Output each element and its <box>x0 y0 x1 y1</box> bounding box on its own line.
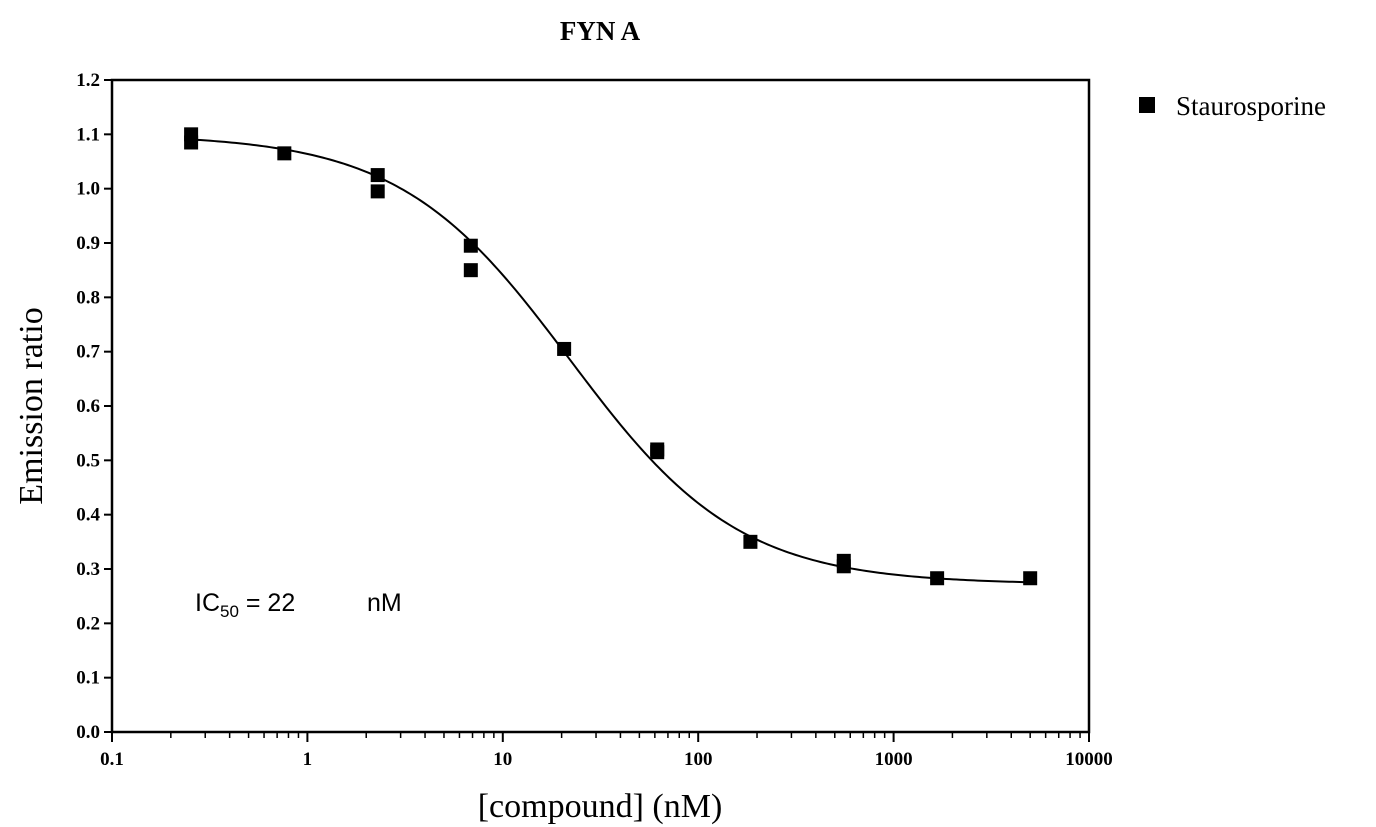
y-tick-label: 0.4 <box>76 505 100 526</box>
legend: Staurosporine <box>1139 91 1326 121</box>
data-point <box>370 184 385 199</box>
x-tick-label: 10000 <box>1065 749 1113 770</box>
y-axis-label: Emission ratio <box>13 307 50 504</box>
y-tick-label: 1.0 <box>76 179 100 200</box>
data-point <box>370 168 385 183</box>
y-tick-label: 0.1 <box>76 668 100 689</box>
legend-label: Staurosporine <box>1176 91 1326 121</box>
y-tick-label: 0.9 <box>76 233 100 254</box>
y-tick-label: 0.5 <box>76 450 100 471</box>
ic50-value: = 22 <box>239 589 295 617</box>
ic50-prefix: IC <box>195 589 220 617</box>
ic50-unit: nM <box>367 589 402 617</box>
x-tick-label: 1 <box>303 749 313 770</box>
plot-frame <box>110 78 1091 734</box>
y-tick-label: 0.2 <box>76 613 100 634</box>
data-point <box>463 238 478 253</box>
x-tick-label: 100 <box>684 749 713 770</box>
x-tick-label: 10 <box>493 749 512 770</box>
data-point <box>277 146 292 161</box>
data-point <box>1023 571 1038 586</box>
data-point <box>836 559 851 574</box>
y-axis-ticks: 0.0 0.1 0.2 0.3 0.4 0.5 0.6 0.7 0.8 0.9 1.0 1.1 1.2 <box>76 70 112 743</box>
y-tick-label: 0.0 <box>76 722 100 743</box>
ic50-subscript: 50 <box>220 602 239 621</box>
y-tick-label: 0.3 <box>76 559 100 580</box>
ic50-annotation: IC50 = 22 <box>195 589 295 621</box>
data-point <box>184 135 199 150</box>
data-points <box>184 127 1038 586</box>
x-axis-label: [compound] (nM) <box>478 788 723 825</box>
x-tick-label: 0.1 <box>100 749 124 770</box>
data-point <box>930 571 945 586</box>
x-axis-ticks: 0.1 1 10 100 1000 10000 <box>100 732 1113 770</box>
legend-marker <box>1139 97 1155 113</box>
data-point <box>557 341 572 356</box>
chart-title: FYN A <box>560 16 641 46</box>
data-point <box>650 445 665 460</box>
y-tick-label: 0.8 <box>76 287 100 308</box>
y-tick-label: 1.2 <box>76 70 100 91</box>
x-tick-label: 1000 <box>875 749 913 770</box>
y-tick-label: 0.6 <box>76 396 100 417</box>
y-tick-label: 1.1 <box>76 124 100 145</box>
y-tick-label: 0.7 <box>76 342 100 363</box>
data-point <box>463 263 478 278</box>
fit-curve <box>189 138 1031 584</box>
data-point <box>743 534 758 549</box>
